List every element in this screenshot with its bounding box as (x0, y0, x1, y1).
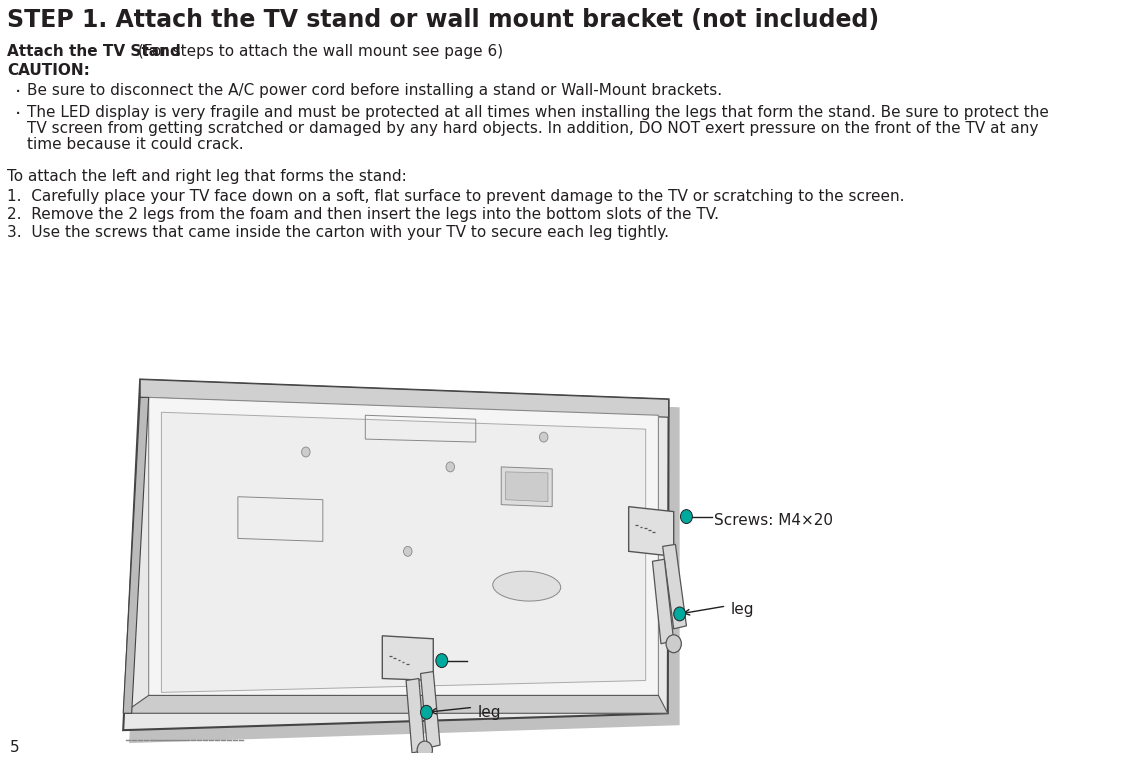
Polygon shape (663, 544, 687, 629)
Polygon shape (629, 506, 674, 556)
Polygon shape (140, 380, 668, 417)
Polygon shape (162, 412, 646, 692)
Circle shape (446, 462, 455, 472)
Text: Attach the TV Stand: Attach the TV Stand (7, 44, 181, 58)
Circle shape (404, 547, 412, 556)
Polygon shape (123, 380, 668, 730)
Text: leg: leg (477, 706, 501, 720)
Text: ·: · (16, 83, 21, 102)
Polygon shape (129, 387, 680, 743)
Circle shape (417, 741, 432, 758)
Text: Be sure to disconnect the A/C power cord before installing a stand or Wall-Mount: Be sure to disconnect the A/C power cord… (27, 83, 723, 99)
Polygon shape (148, 397, 658, 710)
Text: Screws: M4×20: Screws: M4×20 (714, 512, 832, 528)
Polygon shape (123, 397, 148, 713)
Circle shape (421, 706, 432, 719)
Text: CAUTION:: CAUTION: (7, 63, 89, 77)
Circle shape (674, 607, 685, 621)
Circle shape (681, 509, 692, 524)
Text: (For steps to attach the wall mount see page 6): (For steps to attach the wall mount see … (132, 44, 502, 58)
Text: Screws: M4×20: Screws: M4×20 (469, 656, 589, 672)
Text: 2.  Remove the 2 legs from the foam and then insert the legs into the bottom slo: 2. Remove the 2 legs from the foam and t… (7, 207, 719, 221)
Circle shape (435, 653, 448, 668)
Text: leg: leg (731, 602, 754, 617)
Text: The LED display is very fragile and must be protected at all times when installi: The LED display is very fragile and must… (27, 105, 1050, 121)
Text: 5: 5 (10, 740, 20, 755)
Polygon shape (653, 559, 674, 644)
Text: STEP 1. Attach the TV stand or wall mount bracket (not included): STEP 1. Attach the TV stand or wall moun… (7, 8, 879, 32)
Circle shape (539, 432, 547, 442)
Circle shape (666, 634, 681, 653)
Text: 3.  Use the screws that came inside the carton with your TV to secure each leg t: 3. Use the screws that came inside the c… (7, 224, 668, 240)
Circle shape (302, 447, 310, 457)
Polygon shape (506, 472, 547, 502)
Polygon shape (382, 636, 433, 681)
Text: To attach the left and right leg that forms the stand:: To attach the left and right leg that fo… (7, 169, 406, 184)
Polygon shape (406, 678, 425, 753)
Polygon shape (501, 467, 552, 506)
Text: ·: · (16, 105, 21, 124)
Text: 1.  Carefully place your TV face down on a soft, flat surface to prevent damage : 1. Carefully place your TV face down on … (7, 189, 905, 204)
Polygon shape (421, 672, 440, 748)
Ellipse shape (493, 572, 561, 601)
Text: time because it could crack.: time because it could crack. (27, 137, 244, 152)
Text: TV screen from getting scratched or damaged by any hard objects. In addition, DO: TV screen from getting scratched or dama… (27, 121, 1038, 136)
Polygon shape (123, 695, 667, 713)
